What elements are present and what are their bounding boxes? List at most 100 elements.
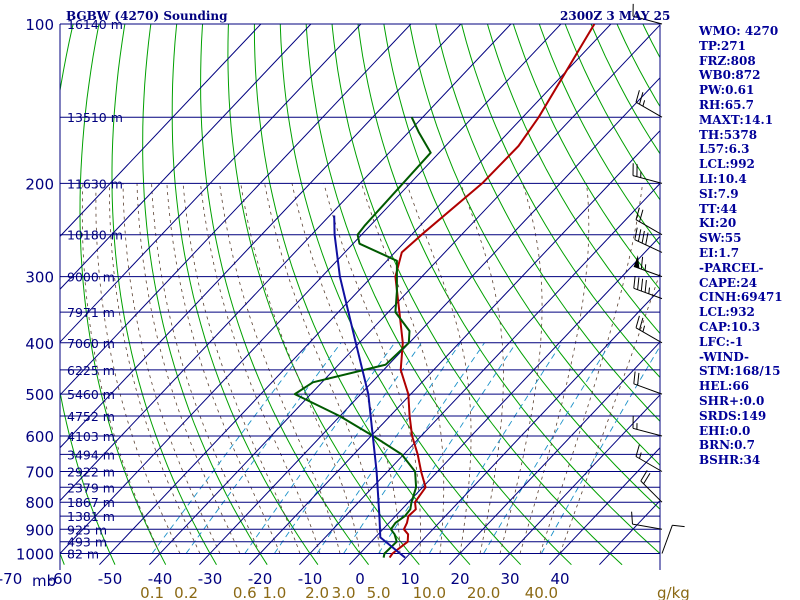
isotherm-line: [60, 24, 412, 396]
wind-barb: [633, 371, 663, 395]
wind-barb-full: [637, 372, 640, 386]
wind-barb-full: [637, 277, 640, 290]
index-item: FRZ:808: [699, 53, 756, 68]
wind-barb: [635, 315, 663, 344]
dry-adiabat-line: [227, 24, 420, 566]
pressure-tick-label: 400: [25, 335, 54, 353]
wind-barb-full: [634, 227, 638, 240]
temperature-tick-label: 40: [550, 570, 569, 588]
temperature-tick-label: 0: [355, 570, 365, 588]
isotherm-line: [60, 24, 562, 555]
index-item: LCL:932: [699, 305, 755, 320]
mixing-ratio-label: 10.0: [413, 584, 446, 600]
sounding-title: BGBW (4270) Sounding: [66, 9, 228, 23]
wind-barb: [635, 207, 663, 236]
temperature-tick-label: -70: [0, 570, 22, 588]
index-item: LCL:992: [699, 157, 755, 172]
wind-barb-staff: [633, 265, 663, 278]
wind-barb: [632, 3, 663, 25]
isotherm-line: [349, 235, 660, 566]
wind-barb: [634, 227, 663, 253]
mixing-ratio-line: [185, 342, 342, 554]
moist-adiabat-line: [323, 183, 421, 554]
wind-barb: [633, 255, 663, 278]
height-label: 5460 m: [67, 387, 115, 402]
height-label: 13510 m: [67, 110, 123, 125]
plot-background: [60, 24, 660, 570]
isotherms: [60, 24, 660, 566]
wind-barb-half: [639, 452, 642, 459]
temperature-tick-label: -20: [248, 570, 273, 588]
mixing-ratio-label: 20.0: [467, 584, 500, 600]
mixing-ratio-line: [541, 345, 660, 554]
pressure-tick-label: 900: [25, 521, 54, 539]
temperature-tick-label: -30: [198, 570, 223, 588]
wind-barb: [640, 470, 663, 503]
isotherm-line: [199, 77, 660, 566]
index-item: HEL:66: [699, 379, 750, 394]
index-item: CAPE:24: [699, 275, 758, 290]
isobars: [60, 23, 660, 554]
wind-barb-flag: [633, 255, 640, 269]
pressure-tick-label: 1000: [16, 546, 54, 564]
dry-adiabats: [60, 24, 660, 566]
height-label: 6225 m: [67, 363, 115, 378]
dry-adiabat-line: [331, 24, 623, 566]
index-item: WMO: 4270: [699, 24, 779, 38]
index-item: KI:20: [699, 216, 737, 231]
index-item: MAXT:14.1: [699, 112, 774, 127]
mixing-ratio-line: [244, 342, 396, 554]
wind-barb-full: [640, 256, 644, 270]
dry-adiabat-line: [142, 24, 268, 565]
height-label: 4103 m: [67, 429, 115, 444]
index-panel: WMO: 4270 TP:271 FRZ:808 WB0:872 PW:0.61 RH:6…: [699, 24, 783, 468]
temperature-tick-label: 10: [400, 570, 419, 588]
dry-adiabat-line: [486, 24, 660, 335]
height-label: 7060 m: [67, 336, 115, 351]
index-item: SRDS:149: [699, 408, 767, 423]
sounding-traces: [293, 24, 596, 559]
height-label: 16140 m: [67, 17, 123, 32]
index-item: L57:6.3: [699, 142, 750, 157]
dry-adiabat-line: [111, 24, 217, 565]
height-label: 2922 m: [67, 465, 115, 480]
pressure-unit-label: mb: [32, 572, 56, 590]
wind-barb-full: [635, 207, 640, 220]
wind-barb-full: [672, 524, 685, 528]
height-label: 9000 m: [67, 270, 115, 285]
temperature-tick-label: -50: [98, 570, 123, 588]
index-item: BRN:0.7: [699, 438, 755, 453]
wind-barb-staff: [661, 525, 673, 554]
height-labels: 16140 m 13510 m 11630 m 10180 m 9000 m 7971 m…: [67, 17, 123, 562]
wind-barb-staff: [633, 287, 663, 300]
dry-adiabat-line: [357, 24, 660, 555]
wind-barb-half: [642, 100, 646, 107]
mixing-ratio-line: [316, 342, 461, 554]
isotherm-line: [549, 447, 660, 566]
height-label: 11630 m: [67, 176, 123, 191]
index-item: -PARCEL-: [699, 260, 764, 275]
height-label: 10180 m: [67, 228, 123, 243]
moist-adiabat-line: [519, 183, 590, 554]
mixing-ratio-lines: [151, 342, 660, 554]
pressure-tick-label: 200: [25, 175, 54, 193]
height-label: 925 m: [67, 522, 107, 537]
dry-adiabat-line: [383, 24, 660, 510]
dry-adiabat-line: [538, 24, 660, 246]
isotherm-line: [99, 24, 612, 566]
wind-barb: [632, 415, 663, 437]
dry-adiabat-line: [60, 24, 116, 565]
wind-barb-staff: [635, 219, 663, 236]
mixing-ratio-label: 2.0: [305, 584, 329, 600]
height-label: 3494 m: [67, 447, 115, 462]
mixing-ratio-line: [483, 342, 611, 554]
isotherm-line: [149, 24, 660, 566]
pressure-tick-label: 100: [25, 16, 54, 34]
wind-barb-staff: [635, 101, 663, 118]
wind-barb: [635, 90, 663, 118]
temperature-tick-label: 20: [450, 570, 469, 588]
wind-barb-full: [635, 315, 640, 328]
mixing-ratio-line: [343, 342, 485, 554]
